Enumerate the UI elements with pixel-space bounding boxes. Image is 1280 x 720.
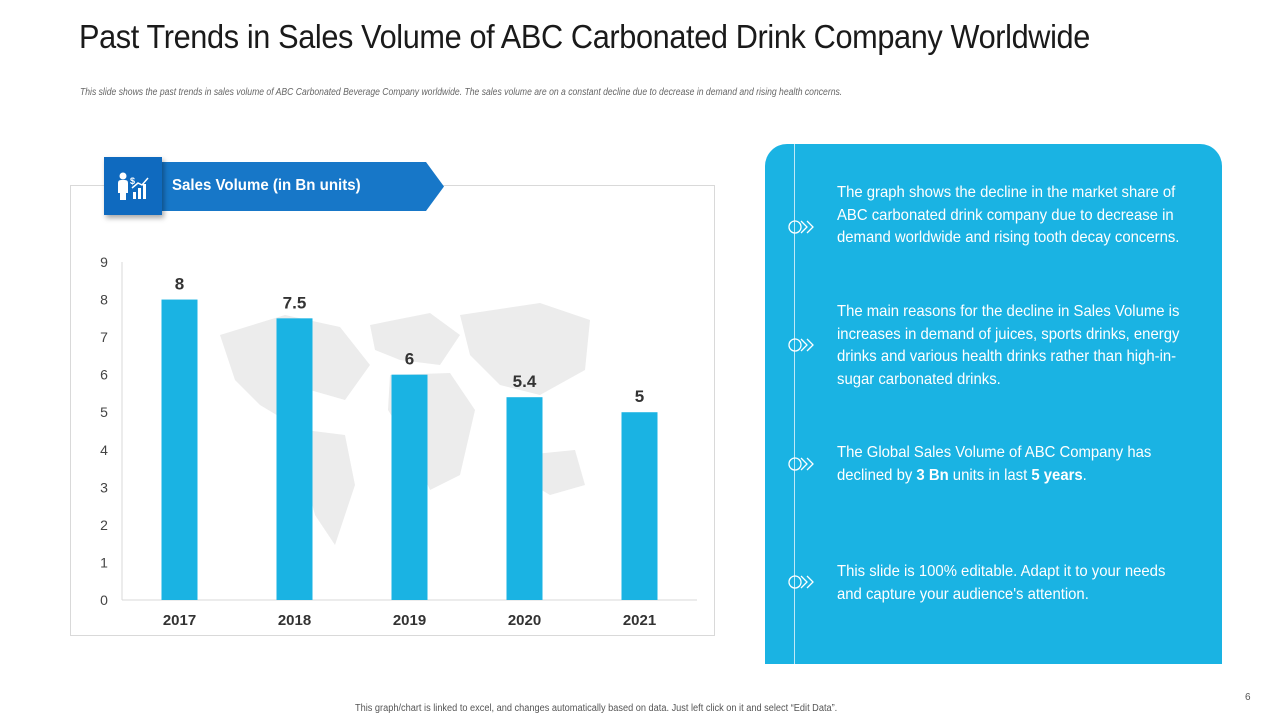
data-label: 6: [405, 350, 414, 369]
svg-text:$: $: [130, 176, 135, 186]
y-tick-label: 8: [100, 292, 108, 308]
bar-2018[interactable]: [276, 318, 313, 600]
data-label: 5.4: [513, 372, 537, 391]
x-tick-label: 2020: [508, 612, 541, 629]
y-tick-label: 2: [100, 517, 108, 533]
y-tick-label: 5: [100, 404, 108, 420]
x-tick-label: 2018: [278, 612, 311, 629]
page-subtitle: This slide shows the past trends in sale…: [80, 87, 843, 98]
presenter-chart-icon: $: [104, 157, 162, 215]
footer-note: This graph/chart is linked to excel, and…: [355, 703, 838, 714]
chart-banner-label: Sales Volume (in Bn units): [172, 177, 361, 194]
x-tick-label: 2021: [623, 612, 656, 629]
bar-2021[interactable]: [621, 412, 658, 600]
y-tick-label: 0: [100, 592, 108, 608]
bar-2017[interactable]: [161, 299, 198, 600]
y-tick-label: 1: [100, 554, 108, 570]
y-tick-label: 6: [100, 367, 108, 383]
data-label: 5: [635, 387, 644, 406]
y-tick-label: 3: [100, 479, 108, 495]
bar-2020[interactable]: [506, 397, 543, 600]
chevron-bullet-icon: [788, 220, 814, 234]
y-tick-label: 7: [100, 329, 108, 345]
page-number: 6: [1245, 692, 1251, 703]
insight-text-4: This slide is 100% editable. Adapt it to…: [837, 563, 1166, 603]
bar-2019[interactable]: [391, 374, 428, 600]
chart-banner: $ Sales Volume (in Bn units): [104, 157, 444, 215]
x-tick-label: 2019: [393, 612, 426, 629]
insight-text-3: The Global Sales Volume of ABC Company h…: [837, 444, 1152, 484]
chevron-bullet-icon: [788, 338, 814, 352]
panel-timeline-line: [794, 144, 795, 664]
page-title: Past Trends in Sales Volume of ABC Carbo…: [79, 18, 1090, 55]
chevron-bullet-icon: [788, 457, 814, 471]
data-label: 7.5: [283, 293, 307, 312]
data-label: 8: [175, 275, 184, 294]
insight-text-1: The graph shows the decline in the marke…: [837, 184, 1180, 246]
bar-chart[interactable]: 0 1 2 3 4 5 6 7 8 9 8 2017 7.5 2018 6 2019 5.4 2020 5 2021: [70, 185, 715, 636]
chevron-bullet-icon: [788, 575, 814, 589]
insights-panel: [765, 144, 1222, 664]
insight-text-2: The main reasons for the decline in Sale…: [837, 303, 1180, 388]
y-tick-label: 4: [100, 442, 108, 458]
x-tick-label: 2017: [163, 612, 196, 629]
y-tick-label: 9: [100, 254, 108, 270]
